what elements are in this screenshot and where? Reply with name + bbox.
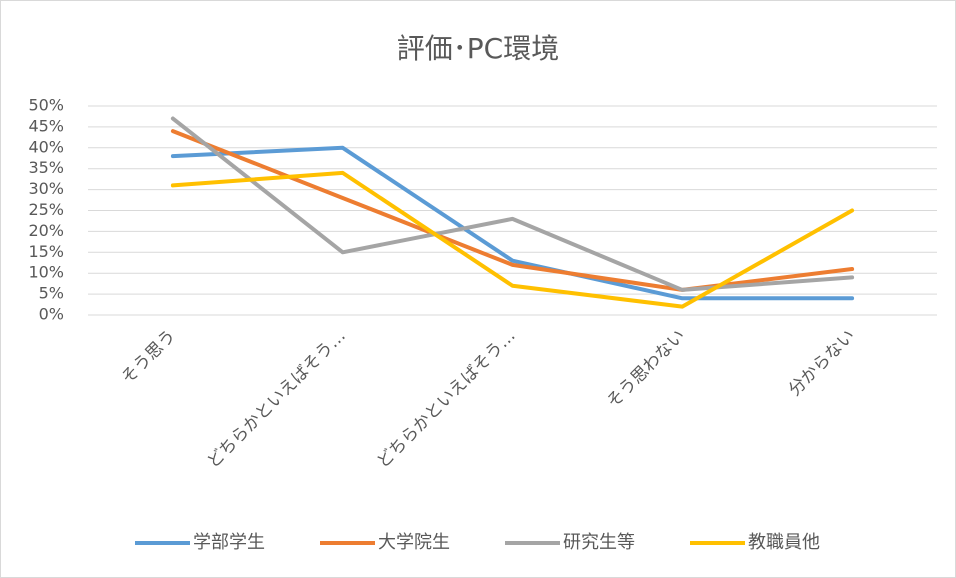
y-tick-label: 20% (28, 221, 64, 240)
legend-label: 学部学生 (193, 532, 265, 553)
y-tick-label: 45% (28, 116, 64, 135)
y-tick-label: 0% (39, 305, 64, 324)
legend-label: 教職員他 (748, 532, 820, 553)
series-line (170, 145, 855, 301)
y-tick-label: 25% (28, 200, 64, 219)
series-line (170, 170, 855, 309)
y-tick-label: 50% (28, 96, 64, 115)
legend-label: 大学院生 (378, 532, 450, 553)
y-tick-label: 15% (28, 242, 64, 261)
series-line (170, 116, 855, 292)
y-tick-label: 35% (28, 158, 64, 177)
y-tick-label: 10% (28, 263, 64, 282)
y-tick-label: 40% (28, 137, 64, 156)
y-tick-label: 5% (39, 284, 64, 303)
y-tick-label: 30% (28, 179, 64, 198)
chart-title: 評価･PC環境 (397, 32, 559, 65)
legend-label: 研究生等 (563, 532, 635, 553)
